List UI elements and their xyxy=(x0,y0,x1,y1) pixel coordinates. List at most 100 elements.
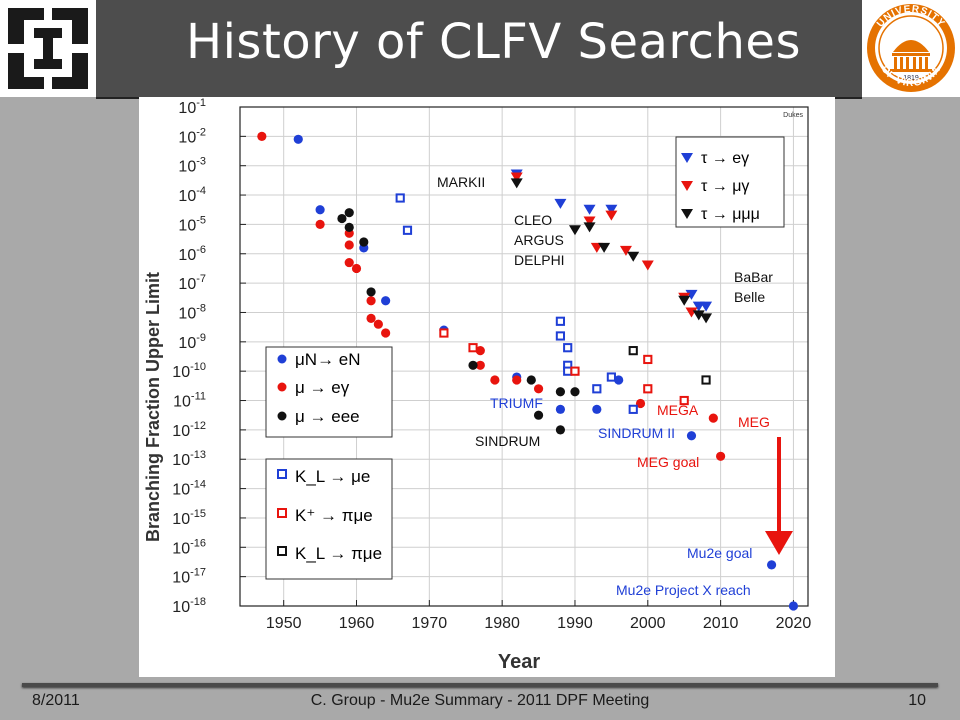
y-tick-label: 10-11 xyxy=(173,391,206,411)
y-tick-label: 10-7 xyxy=(178,273,206,293)
x-tick-label: 2010 xyxy=(703,615,739,632)
legend-label: τ → eγ xyxy=(701,150,749,167)
y-tick-exponent: -2 xyxy=(196,126,206,138)
data-point-1 xyxy=(475,346,485,356)
legend-label: μ → eγ xyxy=(295,378,350,397)
y-tick-exponent: -8 xyxy=(196,302,206,314)
data-point-1 xyxy=(344,240,354,250)
y-tick-base: 10 xyxy=(178,247,196,264)
legend-kaon: K_L → μe K⁺ → πμe K_L → πμe xyxy=(265,458,393,580)
y-tick-exponent: -13 xyxy=(190,449,206,461)
data-point-2 xyxy=(344,208,354,218)
data-point-2 xyxy=(344,222,354,232)
annotation-meg-goal: MEG goal xyxy=(637,454,699,470)
x-tick-label: 1960 xyxy=(339,615,375,632)
data-point-8 xyxy=(692,310,705,321)
y-tick-label: 10-14 xyxy=(172,479,206,499)
y-tick-exponent: -11 xyxy=(191,391,206,403)
data-point-8 xyxy=(583,222,596,233)
y-tick-label: 10-18 xyxy=(172,596,206,616)
fermilab-logo xyxy=(0,0,96,97)
y-tick-exponent: -15 xyxy=(190,508,206,520)
legend-marker xyxy=(681,209,693,219)
y-tick-label: 10-13 xyxy=(172,449,206,469)
data-point-0 xyxy=(614,375,624,385)
data-point-6 xyxy=(554,198,567,209)
data-point-2 xyxy=(555,425,566,435)
data-point-1 xyxy=(366,296,376,306)
data-point-6 xyxy=(605,204,618,215)
y-tick-base: 10 xyxy=(178,188,196,205)
chart-panel: 1950 1960 1970 1980 1990 2000 2010 2020 10-1 10-2… xyxy=(139,97,835,677)
data-point-2 xyxy=(570,387,580,397)
y-tick-exponent: -16 xyxy=(190,537,206,549)
data-point-2 xyxy=(533,410,544,420)
y-tick-label: 10-15 xyxy=(172,508,206,528)
annotation-cleo: CLEO xyxy=(514,212,552,228)
y-tick-exponent: -3 xyxy=(196,156,206,168)
data-point-3 xyxy=(395,193,405,203)
data-point-1 xyxy=(708,413,718,423)
data-point-1 xyxy=(475,360,485,370)
data-point-1 xyxy=(373,319,383,329)
data-point-6 xyxy=(700,301,713,312)
data-point-8 xyxy=(598,242,611,253)
x-tick-label: 2020 xyxy=(776,615,812,632)
y-tick-label: 10-9 xyxy=(178,332,206,352)
data-points xyxy=(257,131,799,611)
data-point-2 xyxy=(359,237,369,247)
y-tick-exponent: -7 xyxy=(196,273,206,285)
y-tick-label: 10-6 xyxy=(178,244,206,264)
y-tick-base: 10 xyxy=(172,570,190,587)
data-point-1 xyxy=(315,219,325,230)
y-tick-base: 10 xyxy=(178,276,196,293)
data-point-2 xyxy=(526,375,536,385)
y-tick-label: 10-8 xyxy=(178,302,206,322)
data-point-6 xyxy=(583,204,596,215)
legend-label: K_L → μe xyxy=(295,467,370,486)
legend-marker xyxy=(277,546,287,556)
data-point-3 xyxy=(563,343,573,353)
y-tick-base: 10 xyxy=(178,100,196,117)
data-point-2 xyxy=(366,287,376,297)
data-point-0 xyxy=(293,134,303,144)
legend-label: τ → μμμ xyxy=(701,206,760,223)
data-point-0 xyxy=(381,296,391,306)
y-tick-base: 10 xyxy=(178,217,196,234)
data-point-3 xyxy=(628,404,638,414)
x-tick-label: 1950 xyxy=(266,615,302,632)
legend-marker xyxy=(681,181,693,191)
data-point-8 xyxy=(510,178,523,189)
seal-year: 1819 xyxy=(903,75,919,82)
y-tick-label: 10-12 xyxy=(172,420,206,440)
y-tick-label: 10-17 xyxy=(172,567,206,587)
x-tick-label: 1990 xyxy=(557,615,593,632)
data-point-5 xyxy=(628,346,638,356)
data-point-4 xyxy=(468,343,478,353)
data-point-3 xyxy=(555,331,566,341)
x-tick-label: 2000 xyxy=(630,615,666,632)
data-point-7 xyxy=(583,216,596,227)
y-tick-label: 10-5 xyxy=(178,214,206,234)
data-point-3 xyxy=(563,366,573,376)
legend-marker xyxy=(681,153,693,163)
data-point-2 xyxy=(555,387,566,397)
legend-label: K⁺ → πμe xyxy=(295,506,373,525)
annotation-sindrum: SINDRUM xyxy=(475,433,540,449)
data-point-1 xyxy=(512,375,522,385)
y-tick-label: 10-16 xyxy=(172,537,206,557)
y-tick-base: 10 xyxy=(178,305,196,322)
improvement-arrow xyxy=(765,437,793,555)
y-tick-base: 10 xyxy=(178,159,196,176)
legend-marker xyxy=(277,411,287,421)
data-point-4 xyxy=(570,366,580,376)
y-tick-label: 10-2 xyxy=(178,126,206,146)
data-point-0 xyxy=(315,205,325,215)
annotation-babar: BaBar xyxy=(734,269,773,285)
data-point-1 xyxy=(490,375,500,385)
data-point-4 xyxy=(439,328,449,338)
data-point-4 xyxy=(643,384,653,394)
y-tick-exponent: -4 xyxy=(196,185,206,197)
data-point-8 xyxy=(678,295,691,306)
annotation-mega: MEGA xyxy=(657,402,699,418)
